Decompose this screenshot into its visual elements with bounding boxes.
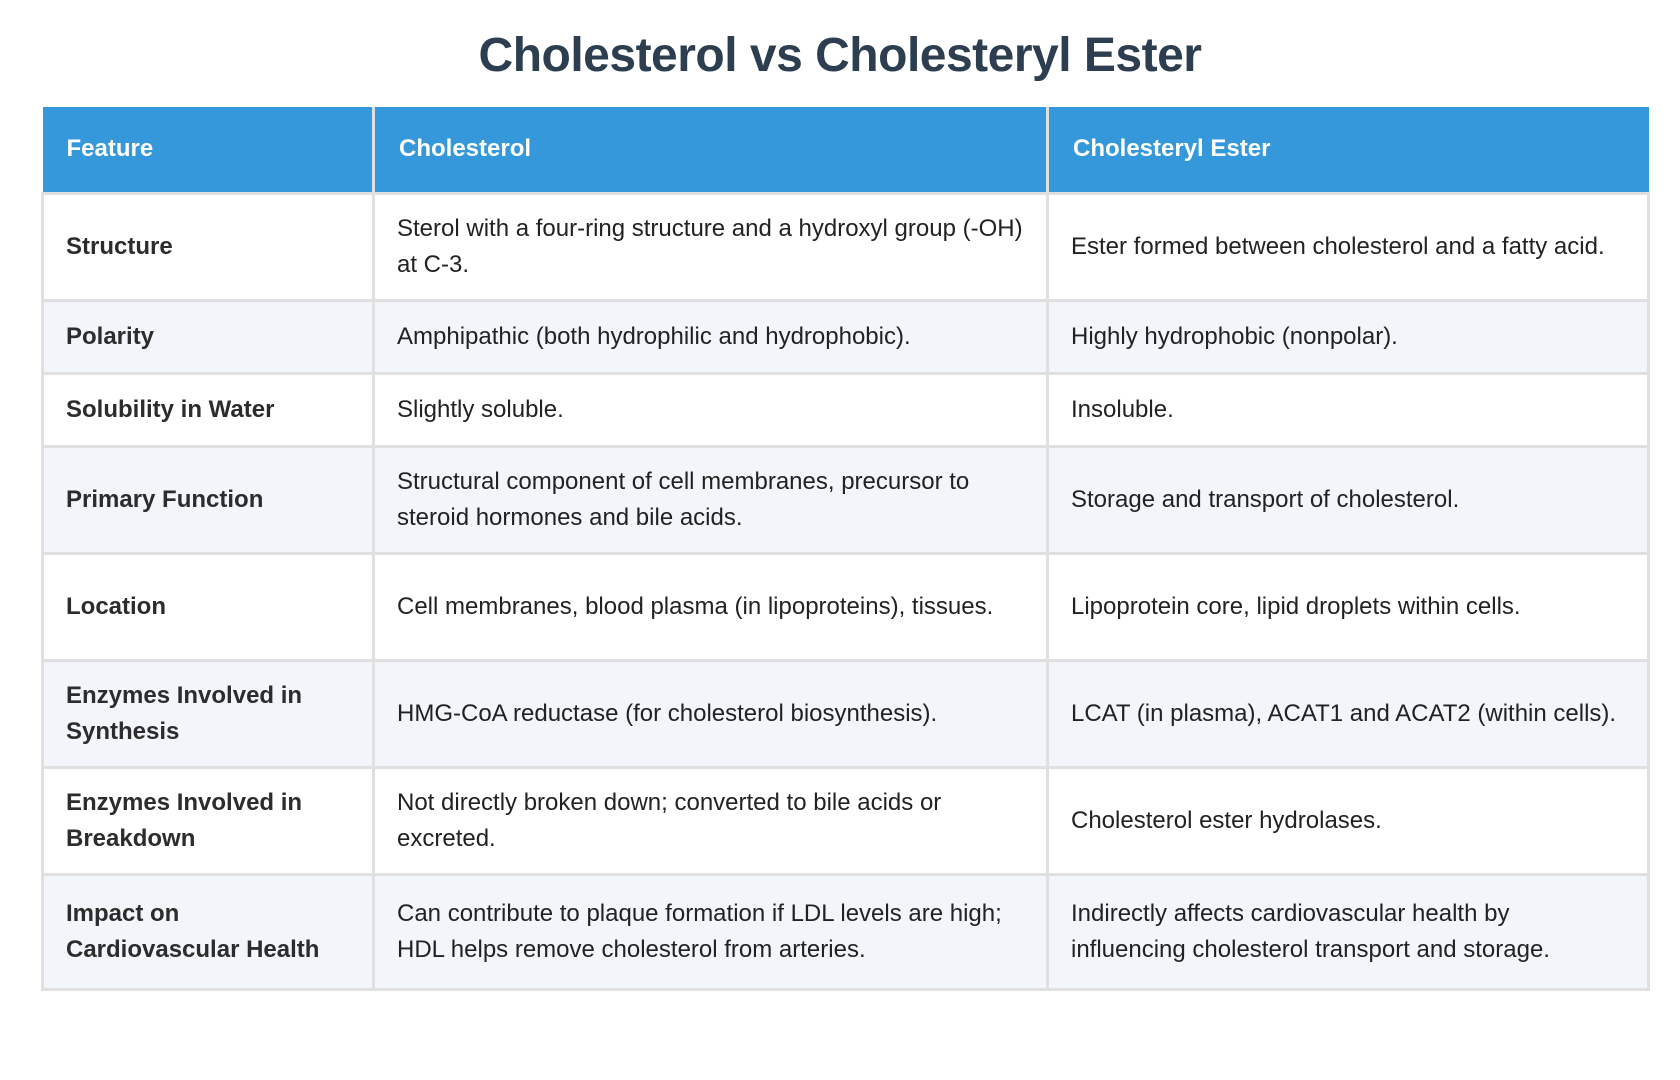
feature-cell: Impact on Cardiovascular Health [41,872,375,991]
cholesteryl-ester-cell: LCAT (in plasma), ACAT1 and ACAT2 (withi… [1046,658,1650,769]
table-header: Feature Cholesterol Cholesteryl Ester [42,107,1649,195]
cholesterol-cell: Cell membranes, blood plasma (in lipopro… [372,551,1049,662]
cholesterol-cell: Amphipathic (both hydrophilic and hydrop… [372,298,1049,375]
cholesteryl-ester-cell: Ester formed between cholesterol and a f… [1046,191,1650,302]
column-header-cholesterol: Cholesterol [372,107,1049,195]
feature-cell: Primary Function [41,444,375,555]
cholesterol-cell: Not directly broken down; converted to b… [372,765,1049,876]
column-header-cholesteryl-ester: Cholesteryl Ester [1046,107,1649,195]
table-row: Impact on Cardiovascular Health Can cont… [41,872,1650,991]
cholesterol-cell: Can contribute to plaque formation if LD… [372,872,1049,991]
cholesteryl-ester-cell: Indirectly affects cardiovascular health… [1046,872,1650,991]
cholesteryl-ester-cell: Storage and transport of cholesterol. [1046,444,1650,555]
table-body: Structure Sterol with a four-ring struct… [41,191,1650,991]
cholesteryl-ester-cell: Highly hydrophobic (nonpolar). [1046,298,1650,375]
column-header-feature: Feature [42,107,375,195]
comparison-table: Feature Cholesterol Cholesteryl Ester St… [41,107,1650,991]
feature-cell: Location [41,551,375,662]
cholesterol-cell: Structural component of cell membranes, … [372,444,1049,555]
feature-cell: Enzymes Involved in Synthesis [41,658,375,769]
table-row: Location Cell membranes, blood plasma (i… [41,551,1650,662]
table-row: Enzymes Involved in Synthesis HMG-CoA re… [41,658,1650,769]
cholesterol-cell: Sterol with a four-ring structure and a … [372,191,1049,302]
cholesteryl-ester-cell: Cholesterol ester hydrolases. [1046,765,1650,876]
table-row: Structure Sterol with a four-ring struct… [41,191,1650,302]
header-row: Feature Cholesterol Cholesteryl Ester [42,107,1649,195]
cholesterol-cell: HMG-CoA reductase (for cholesterol biosy… [372,658,1049,769]
feature-cell: Solubility in Water [41,371,375,448]
feature-cell: Structure [41,191,375,302]
table-row: Primary Function Structural component of… [41,444,1650,555]
table-row: Solubility in Water Slightly soluble. In… [41,371,1650,448]
feature-cell: Polarity [41,298,375,375]
cholesteryl-ester-cell: Lipoprotein core, lipid droplets within … [1046,551,1650,662]
cholesteryl-ester-cell: Insoluble. [1046,371,1650,448]
table-row: Polarity Amphipathic (both hydrophilic a… [41,298,1650,375]
feature-cell: Enzymes Involved in Breakdown [41,765,375,876]
cholesterol-cell: Slightly soluble. [372,371,1049,448]
table-row: Enzymes Involved in Breakdown Not direct… [41,765,1650,876]
page-title: Cholesterol vs Cholesteryl Ester [478,29,1202,82]
